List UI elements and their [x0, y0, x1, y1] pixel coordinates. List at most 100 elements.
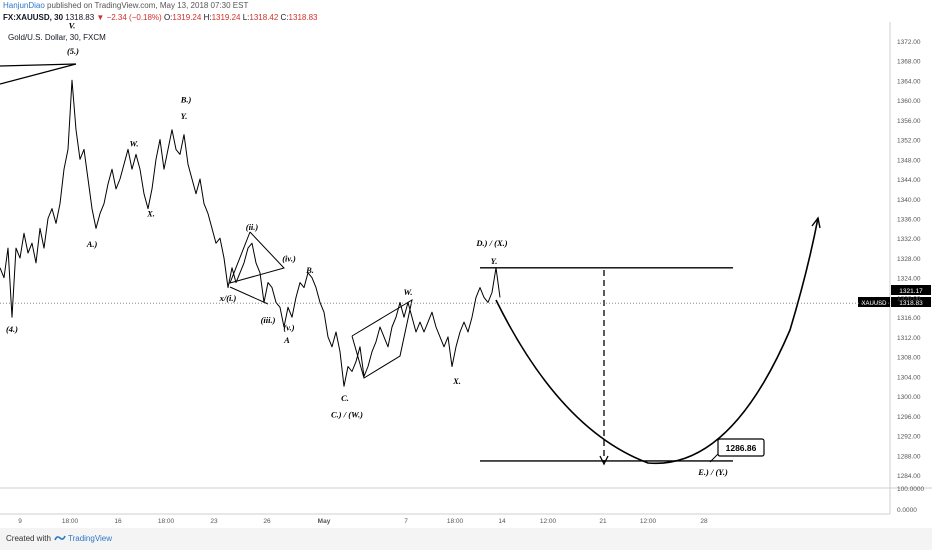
x-tick-label: 12:00	[640, 518, 657, 525]
x-tick-label: May	[318, 518, 331, 525]
high-value: 1319.24	[211, 13, 241, 22]
price-axis-label: 1318.83	[899, 300, 923, 307]
chart-subtitle: Gold/U.S. Dollar, 30, FXCM	[8, 33, 106, 42]
x-tick-label: 7	[404, 518, 408, 525]
y-tick-label: 1284.00	[897, 473, 921, 480]
indicator-tick-label: 0.0000	[897, 507, 917, 514]
triangle-wedge	[229, 231, 285, 284]
x-tick-label: 14	[498, 518, 506, 525]
wave-label: x/(i.)	[219, 293, 237, 303]
wave-label: X.	[452, 376, 461, 386]
tradingview-brand-link[interactable]: TradingView	[68, 534, 113, 543]
x-tick-label: 12:00	[540, 518, 557, 525]
y-tick-label: 1344.00	[897, 177, 921, 184]
published-text: published on TradingView.com, May 13, 20…	[47, 1, 249, 10]
author-link[interactable]: HanjunDiao	[3, 1, 45, 10]
down-arrow-icon: ▼	[96, 13, 105, 22]
price-axis-label: 1321.17	[899, 288, 923, 295]
wave-label: D.) / (X.)	[475, 238, 507, 248]
y-tick-label: 1368.00	[897, 59, 921, 66]
symbol-label: FX:XAUUSD, 30	[3, 13, 64, 22]
indicator-tick-label: 100.0000	[897, 486, 924, 493]
wave-label: B.)	[180, 95, 192, 105]
wave-label: A	[283, 335, 290, 345]
y-tick-label: 1304.00	[897, 374, 921, 381]
wave-label: C.	[341, 393, 349, 403]
footer-bar: Created with TradingView	[0, 528, 932, 550]
quote-line: FX:XAUUSD, 30 1318.83 ▼ −2.34 (−0.18%) O…	[3, 13, 317, 22]
wave-5-wedge	[0, 63, 77, 67]
open-value: 1319.24	[172, 13, 202, 22]
wave-label: V.	[69, 21, 76, 31]
wave-label: (iii.)	[261, 315, 276, 325]
close-value: 1318.83	[288, 13, 318, 22]
y-tick-label: 1312.00	[897, 335, 921, 342]
y-tick-label: 1352.00	[897, 138, 921, 145]
price-label-box-1	[891, 285, 931, 295]
x-tick-label: 23	[210, 518, 218, 525]
close-label: C:	[280, 13, 289, 22]
y-tick-label: 1308.00	[897, 355, 921, 362]
x-tick-label: 18:00	[158, 518, 175, 525]
wave-label: Y.	[491, 256, 498, 266]
y-tick-label: 1360.00	[897, 98, 921, 105]
low-value: 1318.42	[249, 13, 279, 22]
wave-label: (ii.)	[246, 222, 259, 232]
y-tick-label: 1288.00	[897, 453, 921, 460]
y-tick-label: 1332.00	[897, 236, 921, 243]
x-tick-label: 18:00	[62, 518, 79, 525]
target-label-box	[717, 438, 765, 457]
y-tick-label: 1292.00	[897, 434, 921, 441]
wave-label: Y.	[181, 111, 188, 121]
wave-label: E.) / (Y.)	[697, 467, 728, 477]
low-label: L:	[242, 13, 250, 22]
wave-label: (iv.)	[282, 253, 296, 263]
price-chart[interactable]: 1372.00 1368.00 1364.00 1360.00 1356.00 1352.…	[0, 0, 932, 528]
x-tick-label: 28	[700, 518, 708, 525]
y-tick-label: 1372.00	[897, 39, 921, 46]
y-tick-label: 1340.00	[897, 197, 921, 204]
x-tick-label: 18:00	[447, 518, 464, 525]
published-line: HanjunDiao published on TradingView.com,…	[3, 1, 248, 10]
wave-label: (4.)	[6, 324, 18, 334]
target-price-label: 1286.86	[726, 443, 757, 453]
open-label: O:	[163, 13, 173, 22]
wave-label: W.	[129, 138, 138, 148]
y-tick-label: 1300.00	[897, 394, 921, 401]
measure-arrowhead	[599, 455, 609, 466]
y-tick-label: 1328.00	[897, 256, 921, 263]
projection-curve	[495, 217, 819, 465]
symbol-tag-label: XAUUSD	[861, 301, 887, 307]
wave-label: A.)	[86, 239, 98, 249]
y-tick-label: 1324.00	[897, 276, 921, 283]
triangle-wedge-lower	[229, 286, 269, 305]
high-label: H:	[203, 13, 212, 22]
wave-label: C.) / (W.)	[331, 409, 363, 419]
y-tick-label: 1336.00	[897, 216, 921, 223]
price-label-box-2	[891, 297, 931, 307]
x-tick-label: 16	[114, 518, 122, 525]
symbol-tag-box	[858, 297, 890, 307]
x-tick-label: 21	[599, 518, 607, 525]
last-price: 1318.83	[65, 13, 95, 22]
projection-arrowhead	[811, 216, 821, 229]
y-tick-label: 1316.00	[897, 315, 921, 322]
wave-label: (5.)	[67, 46, 79, 56]
change-value: −2.34 (−0.18%)	[106, 13, 162, 22]
tradingview-logo-icon	[54, 535, 66, 541]
x-tick-label: 9	[18, 518, 22, 525]
wave-label: (v.)	[283, 322, 294, 332]
price-series-line	[0, 79, 501, 387]
wave-5-wedge-lower	[0, 63, 77, 85]
w-channel	[351, 298, 413, 379]
y-tick-label: 1356.00	[897, 118, 921, 125]
y-tick-label: 1320.00	[897, 295, 921, 302]
created-with-text: Created with	[6, 534, 51, 543]
wave-label: W.	[403, 287, 412, 297]
y-tick-label: 1296.00	[897, 414, 921, 421]
y-tick-label: 1348.00	[897, 157, 921, 164]
wave-label: B.	[305, 265, 314, 275]
x-tick-label: 26	[263, 518, 271, 525]
y-tick-label: 1364.00	[897, 78, 921, 85]
wave-label: X.	[146, 209, 155, 219]
